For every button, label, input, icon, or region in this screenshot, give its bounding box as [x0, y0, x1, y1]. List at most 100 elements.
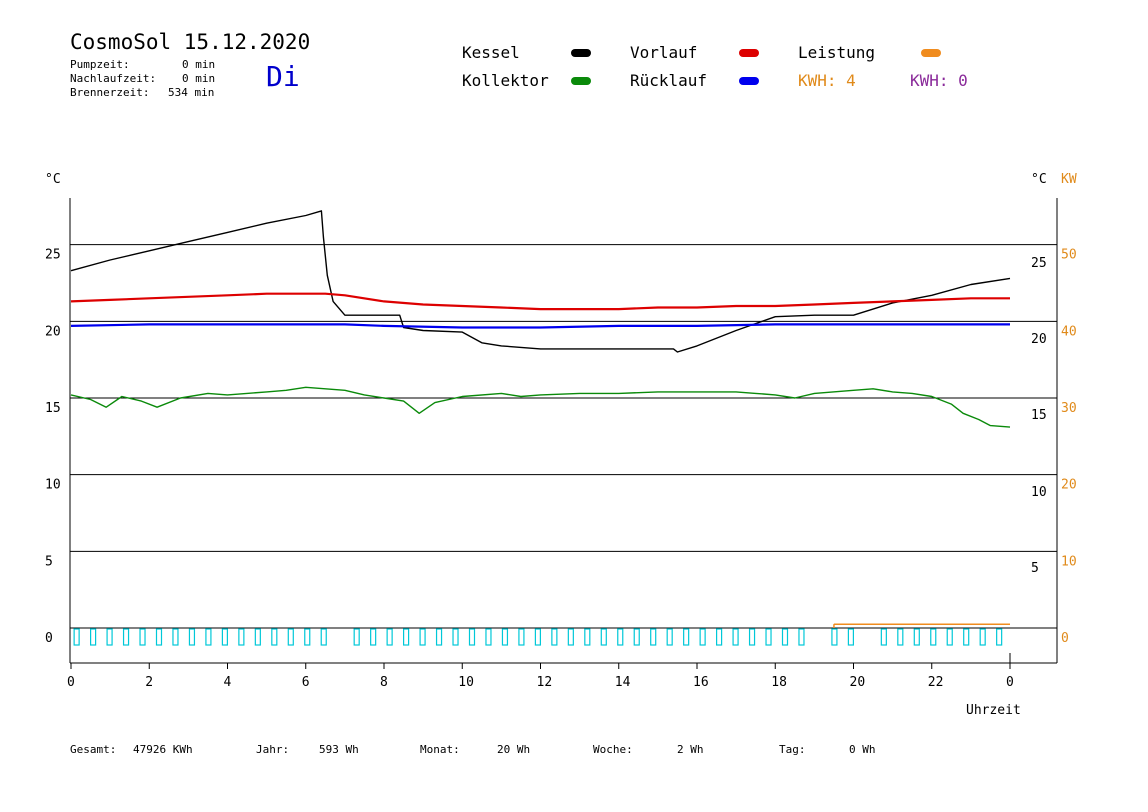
pump-mark — [370, 628, 377, 646]
legend-label-leistung: Leistung — [798, 43, 876, 62]
pump-mark — [765, 628, 772, 646]
left-tick-label: 15 — [45, 401, 61, 416]
pump-mark — [880, 628, 887, 646]
pump-mark — [946, 628, 953, 646]
series-line-kollektor — [70, 386, 1011, 428]
burner-time-label: Brennerzeit: — [70, 86, 150, 99]
pump-mark — [435, 628, 443, 646]
x-tick-label: 0 — [1006, 675, 1014, 690]
pump-mark — [567, 628, 574, 646]
x-tick-label: 18 — [771, 675, 787, 690]
series-line-vorlauf — [70, 292, 1010, 311]
pump-mark — [205, 628, 212, 646]
kw-tick-label: 40 — [1061, 324, 1077, 339]
x-tick-label: 20 — [850, 675, 866, 690]
weekday-label: Di — [266, 60, 300, 93]
pump-mark — [320, 628, 327, 646]
pump-mark — [518, 628, 525, 646]
pump-mark — [913, 628, 920, 646]
x-tick-label: 14 — [615, 675, 631, 690]
pump-mark — [666, 628, 673, 646]
legend-swatch-kollektor — [571, 77, 591, 85]
temperature-chart: 0 2 4 6 8 10 12 14 16 18 20 22 0 Uhrzeit 0 5 10 15 20 25 °C 5… — [45, 172, 1077, 718]
pump-mark — [617, 628, 624, 646]
pump-mark — [798, 628, 805, 646]
pump-mark — [683, 628, 690, 646]
pump-mark — [847, 628, 854, 646]
x-tick-label: 12 — [537, 675, 553, 690]
kw-tick-label: 20 — [1061, 478, 1077, 493]
pump-mark — [139, 628, 146, 646]
pump-mark — [122, 628, 130, 646]
right-tick-label: 5 — [1031, 561, 1039, 576]
legend-swatch-leistung — [921, 49, 941, 57]
pump-mark — [90, 628, 97, 646]
right-tick-label: 25 — [1031, 256, 1047, 271]
series-line-ruecklauf — [70, 323, 1010, 329]
pump-mark — [106, 628, 113, 646]
pump-mark — [155, 628, 163, 646]
right-tick-label: 10 — [1031, 485, 1047, 500]
legend-swatch-vorlauf — [739, 49, 759, 57]
footer-day-label: Tag: — [779, 743, 806, 756]
legend-label-kessel: Kessel — [462, 43, 520, 62]
right-unit-label: °C — [1031, 172, 1047, 187]
follow-time-label: Nachlaufzeit: — [70, 72, 157, 85]
legend-label-ruecklauf: Rücklauf — [630, 71, 708, 90]
kwh-total-1: KWH: 4 — [798, 71, 856, 90]
x-tick-label: 22 — [928, 675, 944, 690]
kw-tick-label: 10 — [1061, 554, 1077, 569]
x-tick-label: 4 — [224, 675, 232, 690]
pump-mark — [996, 628, 1003, 646]
pump-mark — [73, 628, 80, 646]
pump-time-label: Pumpzeit: — [70, 58, 130, 71]
left-unit-label: °C — [45, 172, 61, 187]
pump-mark — [534, 628, 541, 646]
x-tick-label: 8 — [380, 675, 388, 690]
x-tick-label: 6 — [302, 675, 310, 690]
pump-time-value: 0 min — [182, 58, 216, 71]
pump-mark — [403, 628, 410, 646]
left-tick-label: 0 — [45, 631, 53, 646]
x-tick-label: 16 — [693, 675, 709, 690]
pump-mark — [897, 628, 904, 646]
x-axis-title: Uhrzeit — [966, 703, 1021, 718]
pump-mark — [963, 628, 970, 646]
series-line-kessel — [70, 210, 1011, 353]
legend-swatch-kessel — [571, 49, 591, 57]
right-tick-label: 15 — [1031, 408, 1047, 423]
left-tick-label: 25 — [45, 248, 61, 263]
legend-swatch-ruecklauf — [739, 77, 759, 85]
left-tick-label: 20 — [45, 324, 61, 339]
kw-tick-label: 50 — [1061, 248, 1077, 263]
kw-unit-label: KW — [1061, 172, 1077, 187]
pump-mark — [221, 628, 228, 646]
pump-mark — [732, 628, 739, 646]
footer-year-label: Jahr: — [256, 743, 290, 756]
pump-mark — [979, 628, 986, 646]
pump-mark — [781, 628, 789, 646]
footer-week-label: Woche: — [593, 743, 633, 756]
pump-mark — [831, 628, 838, 646]
footer-total-value: 47926 KWh — [133, 743, 193, 756]
kwh-total-2: KWH: 0 — [910, 71, 968, 90]
footer-week-value: 2 Wh — [677, 743, 704, 756]
pump-mark — [172, 628, 179, 646]
footer-day-value: 0 Wh — [849, 743, 876, 756]
burner-time-value: 534 min — [168, 86, 215, 99]
pump-mark — [485, 628, 492, 646]
pump-mark — [386, 628, 393, 646]
pump-mark — [468, 628, 476, 646]
pump-mark — [452, 628, 459, 646]
pump-mark — [551, 628, 558, 646]
pump-mark — [304, 628, 311, 646]
pump-mark — [271, 628, 278, 646]
pump-mark — [254, 628, 261, 646]
legend-label-kollektor: Kollektor — [462, 71, 549, 90]
page-title: CosmoSol 15.12.2020 — [70, 30, 311, 54]
pump-mark — [633, 628, 640, 646]
footer-month-label: Monat: — [420, 743, 460, 756]
pump-mark — [287, 628, 294, 646]
kw-tick-label: 0 — [1061, 631, 1069, 646]
x-tick-label: 2 — [145, 675, 153, 690]
